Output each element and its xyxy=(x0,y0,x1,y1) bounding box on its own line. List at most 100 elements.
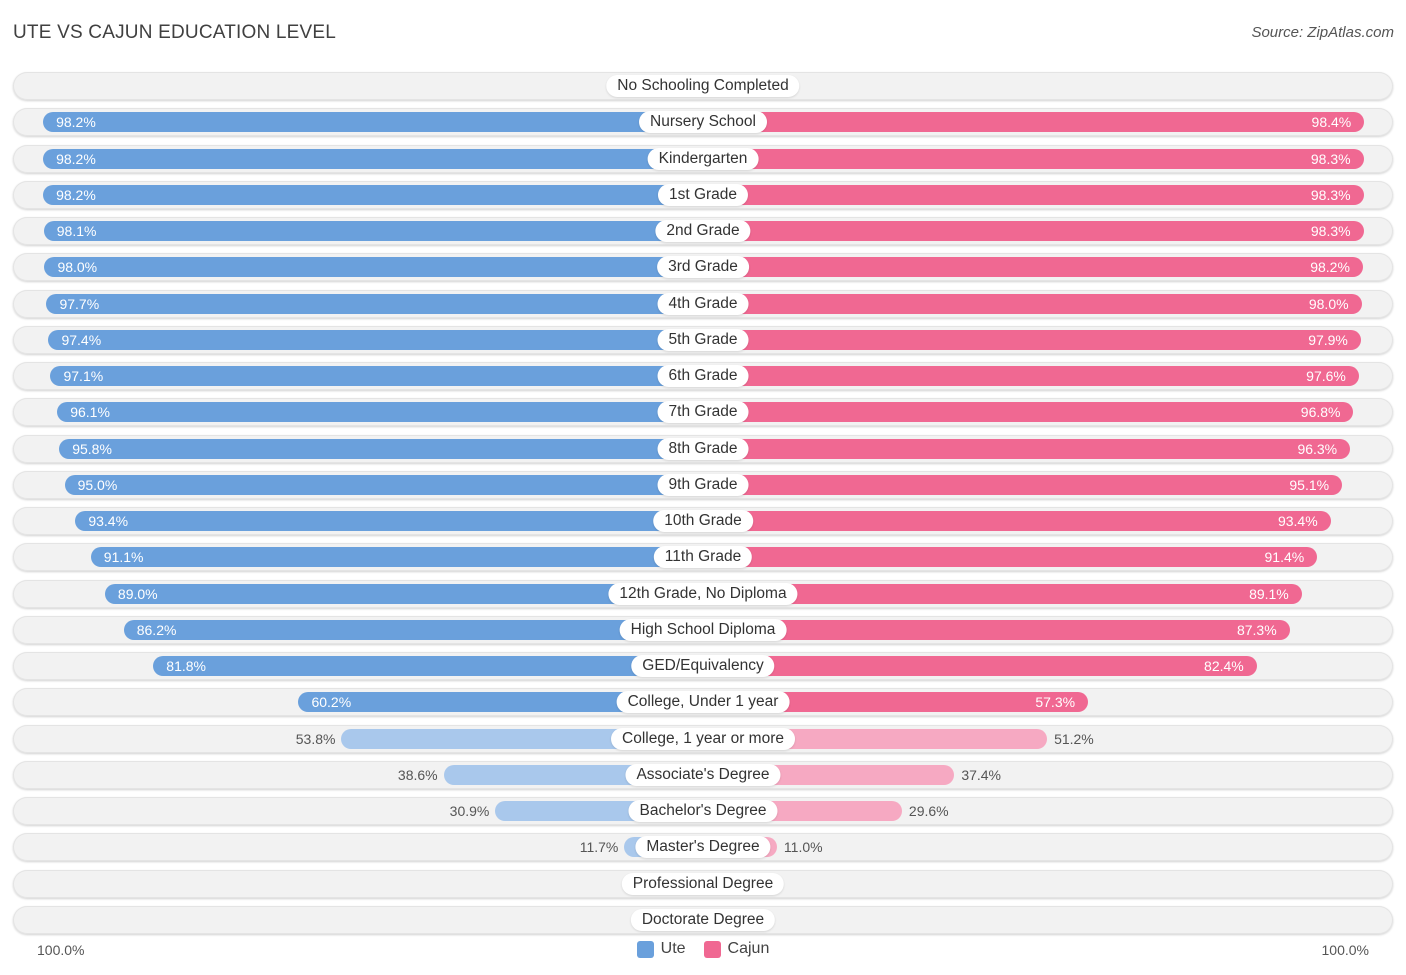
value-label-ute: 86.2% xyxy=(136,621,177,638)
bar-ute xyxy=(43,148,703,169)
bar-ute xyxy=(46,293,703,314)
bar-cajun xyxy=(703,293,1362,314)
axis-left-label: 100.0% xyxy=(37,942,85,958)
bar-ute xyxy=(59,438,703,459)
value-label-ute: 98.2% xyxy=(56,150,96,167)
bar-ute xyxy=(44,257,703,278)
bar-cajun xyxy=(703,112,1365,133)
category-label: 1st Grade xyxy=(657,183,749,206)
bar-ute xyxy=(123,619,703,640)
category-label: Master's Degree xyxy=(635,836,771,859)
value-label-ute: 95.8% xyxy=(72,440,112,457)
value-label-ute: 98.2% xyxy=(56,114,96,131)
category-label: 5th Grade xyxy=(657,328,749,351)
value-label-cajun: 87.3% xyxy=(1236,621,1277,638)
value-label-ute: 38.6% xyxy=(397,766,438,783)
bar-cajun xyxy=(703,402,1354,423)
value-label-cajun: 98.3% xyxy=(1310,186,1351,203)
category-label: Nursery School xyxy=(639,111,767,134)
value-label-cajun: 98.3% xyxy=(1310,150,1351,167)
category-label: 4th Grade xyxy=(657,292,749,315)
value-label-cajun: 98.4% xyxy=(1311,114,1352,131)
legend-item-cajun[interactable]: Cajun xyxy=(703,940,770,958)
category-label: Professional Degree xyxy=(621,872,785,895)
value-label-ute: 30.9% xyxy=(449,803,490,820)
value-label-ute: 95.0% xyxy=(77,476,118,493)
legend-swatch-cajun xyxy=(703,940,721,958)
category-label: High School Diploma xyxy=(619,618,787,641)
value-label-ute: 97.7% xyxy=(59,295,100,312)
category-label: GED/Equivalency xyxy=(631,655,775,678)
category-label: 6th Grade xyxy=(657,365,749,388)
bar-cajun xyxy=(703,619,1290,640)
bar-cajun xyxy=(703,366,1359,387)
value-label-ute: 91.1% xyxy=(103,549,144,566)
category-label: 2nd Grade xyxy=(655,220,751,243)
bar-ute xyxy=(298,692,703,713)
value-label-cajun: 37.4% xyxy=(961,766,1002,783)
category-label: Associate's Degree xyxy=(625,763,781,786)
legend-label-cajun: Cajun xyxy=(727,940,770,957)
bar-ute xyxy=(153,656,703,677)
bar-ute xyxy=(43,112,703,133)
bar-ute xyxy=(75,511,703,532)
value-label-ute: 93.4% xyxy=(88,513,129,530)
value-label-cajun: 91.4% xyxy=(1264,549,1305,566)
bar-cajun xyxy=(703,511,1331,532)
value-label-ute: 81.8% xyxy=(166,658,206,675)
bar-cajun xyxy=(703,547,1318,568)
value-label-cajun: 57.3% xyxy=(1035,694,1076,711)
source-credit: Source: ZipAtlas.com xyxy=(1251,24,1394,41)
value-label-ute: 89.0% xyxy=(117,585,158,602)
value-label-ute: 98.1% xyxy=(56,223,97,240)
value-label-cajun: 95.1% xyxy=(1289,476,1330,493)
value-label-cajun: 98.0% xyxy=(1308,295,1349,312)
value-label-ute: 98.2% xyxy=(56,186,96,203)
category-label: 11th Grade xyxy=(653,546,753,569)
bar-ute xyxy=(48,329,703,350)
bar-ute xyxy=(50,366,703,387)
bar-cajun xyxy=(703,221,1364,242)
value-label-cajun: 82.4% xyxy=(1204,658,1244,675)
value-label-cajun: 89.1% xyxy=(1249,585,1289,602)
bar-cajun xyxy=(703,692,1089,713)
chart-title: UTE VS CAJUN EDUCATION LEVEL xyxy=(13,22,337,43)
bar-cajun xyxy=(703,656,1257,677)
value-label-cajun: 97.9% xyxy=(1308,331,1348,348)
category-label: No Schooling Completed xyxy=(606,75,800,97)
category-label: 9th Grade xyxy=(657,473,749,496)
bar-cajun xyxy=(703,257,1363,278)
value-label-cajun: 29.6% xyxy=(908,803,949,820)
legend-swatch-ute xyxy=(636,940,654,958)
value-label-cajun: 93.4% xyxy=(1277,513,1318,530)
bar-cajun xyxy=(703,184,1364,205)
value-label-cajun: 96.8% xyxy=(1300,404,1341,421)
bar-cajun xyxy=(703,329,1361,350)
legend-label-ute: Ute xyxy=(660,940,686,957)
value-label-ute: 97.4% xyxy=(61,331,102,348)
value-label-cajun: 98.2% xyxy=(1310,259,1350,276)
category-label: Kindergarten xyxy=(647,147,759,170)
bar-ute xyxy=(104,583,703,604)
bar-ute xyxy=(57,402,703,423)
value-label-ute: 97.1% xyxy=(63,368,104,385)
category-label: 10th Grade xyxy=(653,510,753,533)
axis-right-label: 100.0% xyxy=(1321,942,1369,958)
legend-item-ute[interactable]: Ute xyxy=(636,940,686,958)
category-label: 12th Grade, No Diploma xyxy=(608,582,798,605)
category-label: 7th Grade xyxy=(657,401,749,424)
category-label: 8th Grade xyxy=(657,437,749,460)
bar-cajun xyxy=(703,583,1302,604)
value-label-cajun: 11.0% xyxy=(783,839,823,856)
value-label-ute: 60.2% xyxy=(311,694,352,711)
bar-cajun xyxy=(703,474,1343,495)
bar-ute xyxy=(90,547,703,568)
bar-ute xyxy=(43,221,703,242)
bar-ute xyxy=(43,184,703,205)
category-label: Doctorate Degree xyxy=(630,908,776,931)
category-label: 3rd Grade xyxy=(657,256,749,279)
value-label-ute: 53.8% xyxy=(295,730,336,747)
value-label-ute: 98.0% xyxy=(57,259,98,276)
category-label: College, 1 year or more xyxy=(611,727,795,750)
